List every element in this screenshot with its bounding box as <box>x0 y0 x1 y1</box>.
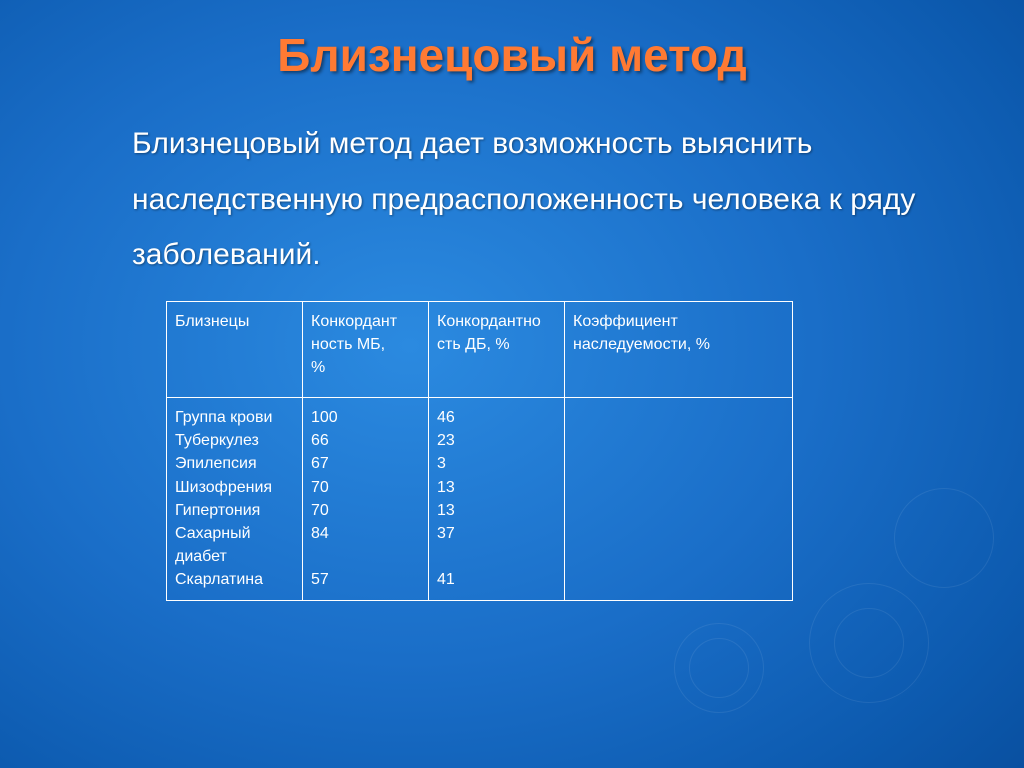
slide-body-text: Близнецовый метод дает возможность выясн… <box>132 116 924 283</box>
header-line: ность МБ, <box>311 333 420 356</box>
cell-line: 66 <box>311 429 420 452</box>
cell-line: 3 <box>437 452 556 475</box>
cell-line: Эпилепсия <box>175 452 294 475</box>
cell-line <box>437 545 556 568</box>
body-paragraph: Близнецовый метод дает возможность выясн… <box>132 116 924 283</box>
col-header-db: Конкордантность ДБ, % <box>429 301 565 398</box>
header-line: Конкордантно <box>437 310 556 333</box>
col-header-twins: Близнецы <box>167 301 303 398</box>
header-line: Конкордант <box>311 310 420 333</box>
cell-line: 41 <box>437 568 556 591</box>
cell-line: 13 <box>437 499 556 522</box>
header-line: наследуемости, % <box>573 333 784 356</box>
cell-line: Сахарный диабет <box>175 522 294 568</box>
slide-title: Близнецовый метод <box>60 28 964 82</box>
col-header-coef: Коэффициентнаследуемости, % <box>565 301 793 398</box>
cell-line: Скарлатина <box>175 568 294 591</box>
cell-db-values: 46233131337 41 <box>429 398 565 601</box>
cell-line: 13 <box>437 476 556 499</box>
cell-line: 100 <box>311 406 420 429</box>
table-header-row: Близнецы Конкордантность МБ,% Конкордант… <box>167 301 793 398</box>
table-data-row: Группа кровиТуберкулезЭпилепсияШизофрени… <box>167 398 793 601</box>
cell-line: Гипертония <box>175 499 294 522</box>
cell-line: 37 <box>437 522 556 545</box>
header-line: % <box>311 356 420 379</box>
slide-container: Близнецовый метод Близнецовый метод дает… <box>0 0 1024 768</box>
cell-row-labels: Группа кровиТуберкулезЭпилепсияШизофрени… <box>167 398 303 601</box>
header-line: Близнецы <box>175 310 294 333</box>
cell-line: Туберкулез <box>175 429 294 452</box>
cell-mb-values: 1006667707084 57 <box>303 398 429 601</box>
cell-line: 23 <box>437 429 556 452</box>
cell-line: 84 <box>311 522 420 545</box>
cell-line: Группа крови <box>175 406 294 429</box>
cell-coef-values <box>565 398 793 601</box>
header-line: Коэффициент <box>573 310 784 333</box>
cell-line <box>311 545 420 568</box>
cell-line: 70 <box>311 476 420 499</box>
header-line: сть ДБ, % <box>437 333 556 356</box>
cell-line: 70 <box>311 499 420 522</box>
col-header-mb: Конкордантность МБ,% <box>303 301 429 398</box>
cell-line: Шизофрения <box>175 476 294 499</box>
concordance-table: Близнецы Конкордантность МБ,% Конкордант… <box>166 301 793 601</box>
cell-line: 57 <box>311 568 420 591</box>
cell-line: 67 <box>311 452 420 475</box>
cell-line: 46 <box>437 406 556 429</box>
